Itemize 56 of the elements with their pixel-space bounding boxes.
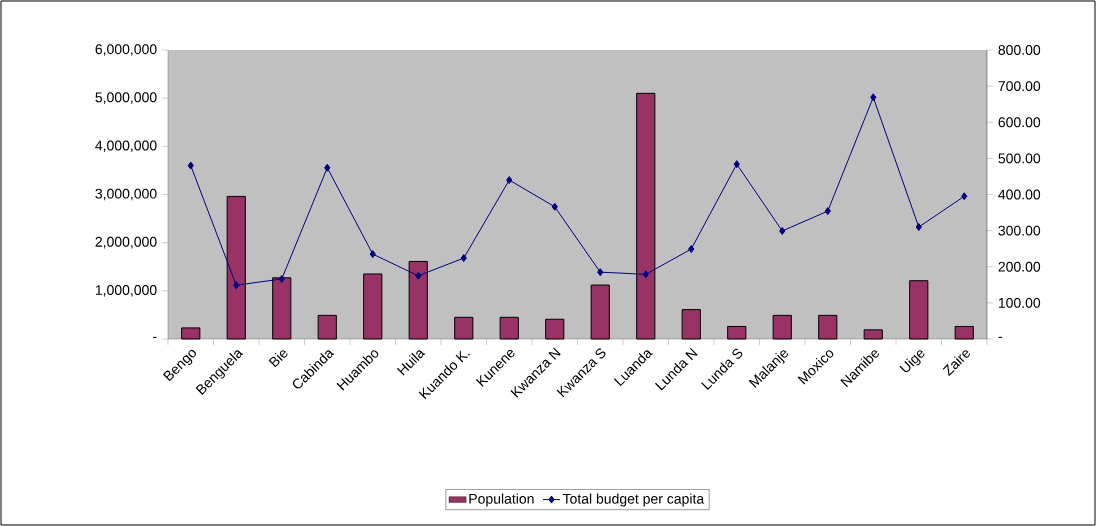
y-tick-label: 5,000,000: [95, 92, 157, 104]
y2-tick-label: 300.00: [998, 225, 1041, 236]
bar: [272, 277, 292, 340]
bar: [408, 260, 428, 340]
y2-tick-label: -: [998, 336, 1002, 338]
point: [733, 160, 740, 169]
legend-label: Population: [469, 493, 534, 507]
y-tick-label: 1,000,000: [95, 285, 157, 297]
bar: [727, 325, 747, 340]
point: [369, 250, 376, 259]
x-tick-label: Bie: [268, 350, 288, 368]
bar: [181, 327, 201, 340]
legend-label: Total budget per capita: [562, 493, 705, 507]
y-tick-label: -: [153, 336, 157, 338]
bar: [454, 316, 474, 340]
point: [324, 163, 331, 172]
point: [187, 161, 194, 170]
point: [961, 192, 968, 201]
bar: [772, 314, 792, 340]
y-tick-label: 3,000,000: [95, 188, 157, 201]
y2-tick-label: 800.00: [998, 45, 1041, 55]
point: [460, 254, 467, 263]
point: [779, 226, 786, 235]
point: [551, 202, 558, 211]
point: [915, 223, 922, 231]
point: [642, 270, 649, 279]
bar: [363, 273, 383, 340]
point: [278, 275, 285, 284]
bar: [636, 92, 656, 340]
point: [688, 245, 695, 254]
y-tick-label: 4,000,000: [95, 140, 157, 153]
bar: [863, 329, 883, 340]
y-tick-label: 2,000,000: [95, 236, 157, 249]
point: [870, 93, 877, 102]
point: [506, 176, 513, 185]
bar: [681, 309, 701, 340]
y2-tick-label: 500.00: [998, 153, 1041, 164]
y2-tick-label: 100.00: [998, 297, 1041, 308]
bar: [590, 284, 610, 340]
y2-tick-label: 700.00: [998, 81, 1041, 92]
point: [597, 268, 604, 277]
bar: [317, 314, 337, 340]
bar: [226, 195, 246, 340]
bar: [909, 280, 929, 340]
bar: [818, 314, 838, 340]
x-tick-label: Uige: [899, 350, 925, 373]
y2-tick-label: 200.00: [998, 261, 1041, 272]
y2-tick-label: 600.00: [998, 117, 1041, 128]
bar: [954, 325, 974, 340]
bar: [545, 318, 565, 340]
bar: [499, 316, 519, 340]
point: [415, 271, 422, 280]
y-tick-label: 6,000,000: [95, 44, 157, 56]
point: [824, 207, 831, 216]
point: [233, 281, 240, 290]
y2-tick-label: 400.00: [998, 189, 1041, 200]
